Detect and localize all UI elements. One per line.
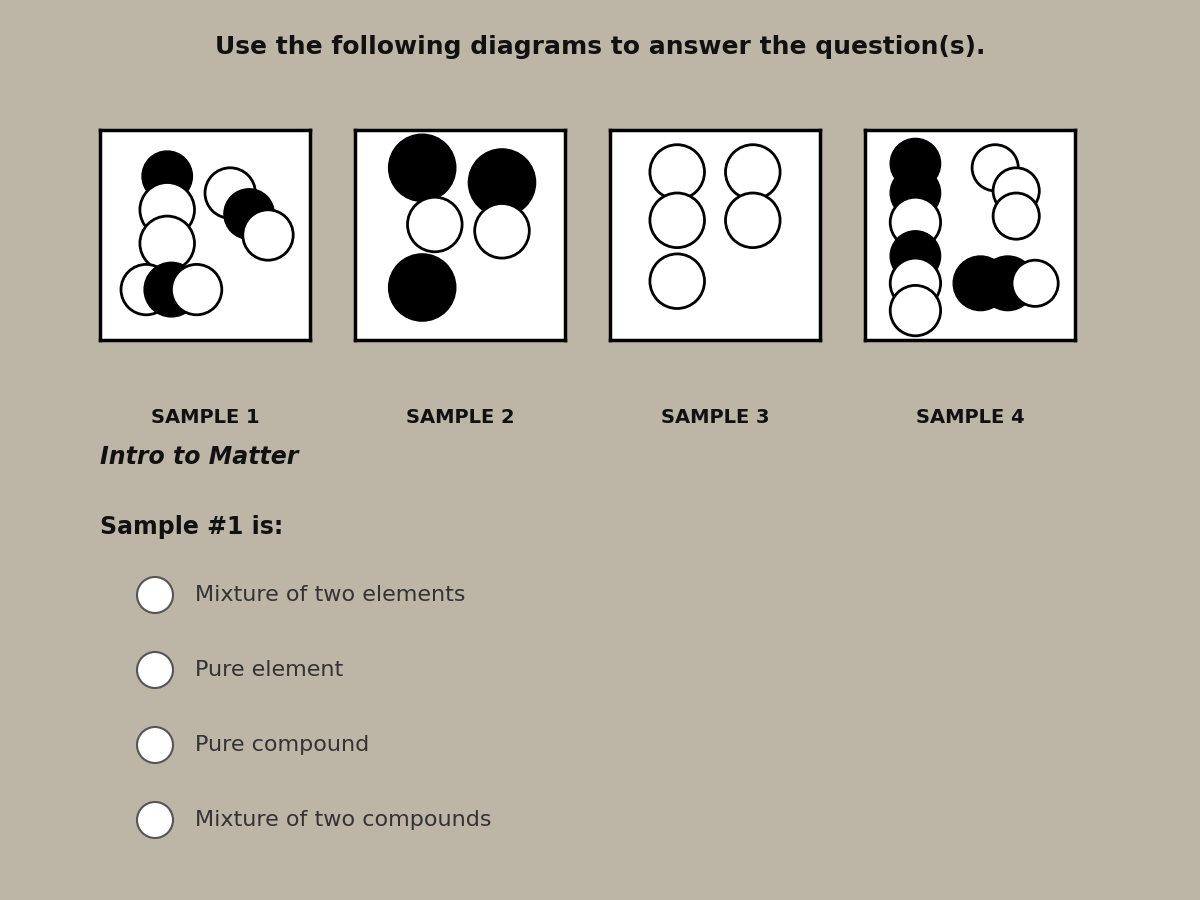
- Circle shape: [137, 652, 173, 688]
- Circle shape: [137, 577, 173, 613]
- Circle shape: [242, 210, 293, 260]
- Circle shape: [468, 148, 535, 216]
- Text: Intro to Matter: Intro to Matter: [100, 445, 299, 469]
- Circle shape: [890, 230, 941, 281]
- Circle shape: [408, 197, 462, 252]
- Circle shape: [1012, 260, 1058, 306]
- Circle shape: [650, 145, 704, 199]
- Text: SAMPLE 4: SAMPLE 4: [916, 408, 1025, 427]
- Circle shape: [953, 256, 1008, 310]
- Circle shape: [121, 265, 172, 315]
- Circle shape: [224, 189, 275, 239]
- Text: SAMPLE 3: SAMPLE 3: [661, 408, 769, 427]
- Circle shape: [650, 193, 704, 248]
- Text: Sample #1 is:: Sample #1 is:: [100, 515, 283, 539]
- Circle shape: [890, 167, 941, 218]
- Circle shape: [389, 134, 456, 202]
- Circle shape: [140, 183, 194, 237]
- Text: Mixture of two elements: Mixture of two elements: [194, 585, 466, 605]
- Circle shape: [172, 265, 222, 315]
- Circle shape: [726, 145, 780, 199]
- Text: Mixture of two compounds: Mixture of two compounds: [194, 810, 492, 830]
- Circle shape: [475, 203, 529, 258]
- Circle shape: [980, 256, 1036, 310]
- Text: Pure element: Pure element: [194, 660, 343, 680]
- Text: Pure compound: Pure compound: [194, 735, 370, 755]
- Text: Use the following diagrams to answer the question(s).: Use the following diagrams to answer the…: [215, 35, 985, 59]
- Circle shape: [890, 258, 941, 309]
- Circle shape: [890, 139, 941, 189]
- Text: SAMPLE 1: SAMPLE 1: [151, 408, 259, 427]
- Text: SAMPLE 2: SAMPLE 2: [406, 408, 515, 427]
- Circle shape: [205, 167, 256, 218]
- Circle shape: [972, 145, 1019, 191]
- Circle shape: [890, 197, 941, 248]
- Circle shape: [650, 254, 704, 309]
- Circle shape: [137, 802, 173, 838]
- Circle shape: [137, 727, 173, 763]
- Circle shape: [726, 193, 780, 248]
- Circle shape: [142, 151, 192, 202]
- Circle shape: [389, 254, 456, 321]
- Circle shape: [890, 285, 941, 336]
- Circle shape: [140, 216, 194, 271]
- Circle shape: [994, 193, 1039, 239]
- Circle shape: [144, 262, 199, 317]
- Circle shape: [994, 167, 1039, 214]
